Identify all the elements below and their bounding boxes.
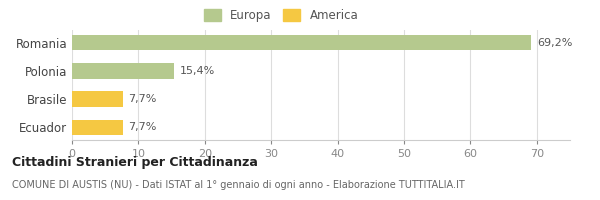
- Text: COMUNE DI AUSTIS (NU) - Dati ISTAT al 1° gennaio di ogni anno - Elaborazione TUT: COMUNE DI AUSTIS (NU) - Dati ISTAT al 1°…: [12, 180, 465, 190]
- Text: Cittadini Stranieri per Cittadinanza: Cittadini Stranieri per Cittadinanza: [12, 156, 258, 169]
- Text: 7,7%: 7,7%: [128, 94, 157, 104]
- Bar: [72, 91, 123, 107]
- Text: 15,4%: 15,4%: [179, 66, 215, 76]
- Text: 7,7%: 7,7%: [128, 122, 157, 132]
- Bar: [72, 120, 123, 135]
- Text: 69,2%: 69,2%: [537, 38, 572, 48]
- Legend: Europa, America: Europa, America: [204, 9, 358, 22]
- Bar: [72, 63, 174, 79]
- Bar: [72, 35, 532, 50]
